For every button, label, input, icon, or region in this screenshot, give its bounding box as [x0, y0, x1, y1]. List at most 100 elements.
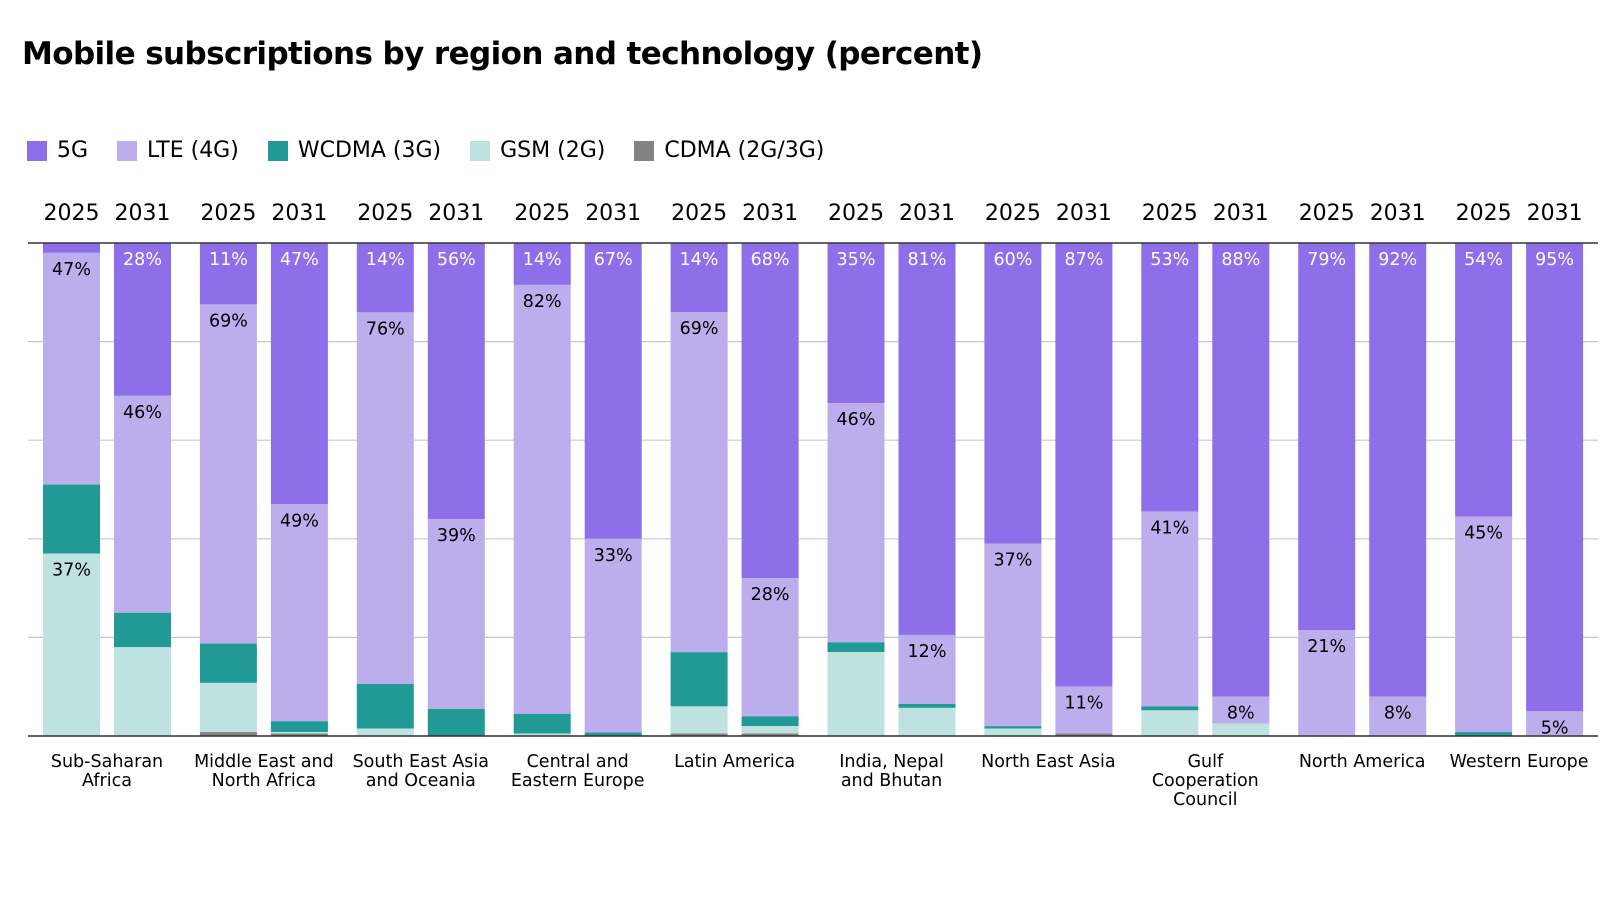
year-label: 2031	[899, 201, 955, 226]
year-label: 2025	[514, 201, 570, 226]
legend: 5G LTE (4G) WCDMA (3G) GSM (2G) CDMA (2G/3G)	[27, 138, 853, 163]
bar-segment-lte-4g	[741, 578, 799, 717]
region-label: Central and Eastern Europe	[510, 752, 645, 791]
data-label: 56%	[437, 250, 476, 270]
bar-segment-wcdma-3g	[356, 683, 414, 729]
bar-segment-lte-4g	[1369, 696, 1427, 736]
year-label: 2025	[828, 201, 884, 226]
bar-segment-lte-4g	[513, 284, 571, 714]
data-label: 11%	[1064, 694, 1103, 714]
bar-segment-5g	[741, 243, 799, 579]
bar-segment-5g	[1055, 243, 1113, 687]
legend-item-wcdma-3g: WCDMA (3G)	[267, 138, 442, 163]
legend-swatch-lte-4g	[117, 140, 138, 161]
data-label: 87%	[1064, 250, 1103, 270]
bar-segment-wcdma-3g	[1455, 732, 1513, 736]
bar-segment-wcdma-3g	[270, 721, 328, 733]
data-label: 46%	[837, 410, 876, 430]
bar-segment-wcdma-3g	[670, 652, 728, 707]
bar-segment-5g	[199, 243, 257, 305]
legend-swatch-gsm-2g	[470, 140, 491, 161]
data-label: 37%	[52, 561, 91, 581]
bar-segment-wcdma-3g	[584, 732, 642, 736]
bar-segment-lte-4g	[827, 403, 885, 643]
bar-segment-5g	[1526, 243, 1584, 712]
bar-segment-5g	[114, 243, 171, 396]
bar-segment-lte-4g	[199, 304, 257, 644]
year-label: 2025	[200, 201, 256, 226]
legend-item-5g: 5G	[27, 138, 88, 163]
bar-segment-wcdma-3g	[741, 716, 799, 727]
chart-title: Mobile subscriptions by region and techn…	[22, 36, 983, 72]
data-label: 60%	[993, 250, 1032, 270]
data-label: 14%	[366, 250, 405, 270]
legend-label: WCDMA (3G)	[297, 138, 442, 163]
data-label: 82%	[523, 292, 562, 312]
year-label: 2031	[742, 201, 798, 226]
bar-segment-5g	[984, 243, 1042, 544]
data-label: 28%	[123, 250, 162, 270]
bar-segment-cdma-2g-3g	[199, 732, 257, 736]
bar-segment-5g	[513, 243, 571, 285]
bar-segment-5g	[670, 243, 728, 313]
bar-segment-5g	[1298, 243, 1356, 631]
region-label: Western Europe	[1449, 752, 1589, 772]
data-label: 39%	[437, 526, 476, 546]
data-label: 95%	[1535, 250, 1574, 270]
region-label: Latin America	[674, 752, 796, 772]
region-label: Sub-Saharan Africa	[50, 752, 164, 791]
legend-item-cdma-2g-3g: CDMA (2G/3G)	[634, 138, 824, 163]
region-label: North East Asia	[981, 752, 1116, 772]
data-label: 8%	[1227, 704, 1255, 724]
bar-segment-5g	[356, 243, 414, 313]
year-label: 2031	[1056, 201, 1112, 226]
bar-segment-wcdma-3g	[827, 642, 885, 653]
legend-label: LTE (4G)	[147, 138, 239, 163]
bar-segment-lte-4g	[114, 395, 171, 613]
bar-segment-gsm-2g	[670, 706, 728, 734]
bar-segment-lte-4g	[898, 634, 956, 704]
region-label: North America	[1298, 752, 1426, 772]
year-label: 2031	[1213, 201, 1269, 226]
data-label: 67%	[594, 250, 633, 270]
data-label: 88%	[1221, 250, 1260, 270]
legend-item-lte-4g: LTE (4G)	[117, 138, 239, 163]
data-label: 46%	[123, 403, 162, 423]
bar-segment-cdma-2g-3g	[1055, 733, 1113, 736]
bar-segment-lte-4g	[1455, 516, 1513, 733]
year-label: 2031	[1527, 201, 1583, 226]
data-label: 76%	[366, 319, 405, 339]
legend-swatch-5g	[27, 140, 47, 161]
region-label: India, Nepal and Bhutan	[839, 752, 944, 791]
legend-swatch-cdma-2g-3g	[634, 140, 655, 161]
bar-segment-cdma-2g-3g	[670, 733, 728, 736]
year-label: 2031	[428, 201, 484, 226]
data-label: 68%	[751, 250, 790, 270]
bar-segment-5g	[43, 243, 100, 253]
bar-segment-5g	[584, 243, 642, 539]
bar-segment-lte-4g	[1526, 711, 1584, 736]
legend-label: GSM (2G)	[500, 138, 606, 163]
data-label: 37%	[993, 551, 1032, 571]
bar-segment-5g	[1212, 243, 1270, 697]
year-label: 2031	[271, 201, 327, 226]
bar-segment-gsm-2g	[1141, 710, 1199, 736]
bar-segment-wcdma-3g	[513, 713, 571, 734]
data-label: 12%	[908, 642, 947, 662]
bar-segment-lte-4g	[427, 519, 485, 709]
year-label: 2031	[115, 201, 171, 226]
data-label: 92%	[1378, 250, 1417, 270]
year-label: 2025	[44, 201, 100, 226]
bar-segment-gsm-2g	[984, 728, 1042, 736]
region-label: Gulf Cooperation Council	[1151, 752, 1259, 810]
year-label: 2025	[1299, 201, 1355, 226]
bar-segment-wcdma-3g	[43, 484, 100, 554]
bar-segment-lte-4g	[670, 312, 728, 653]
bar-segment-gsm-2g	[741, 726, 799, 734]
legend-item-gsm-2g: GSM (2G)	[470, 138, 605, 163]
bar-segment-lte-4g	[584, 538, 642, 733]
data-label: 35%	[837, 250, 876, 270]
bar-segment-wcdma-3g	[898, 703, 956, 708]
data-label: 5%	[1541, 718, 1569, 738]
